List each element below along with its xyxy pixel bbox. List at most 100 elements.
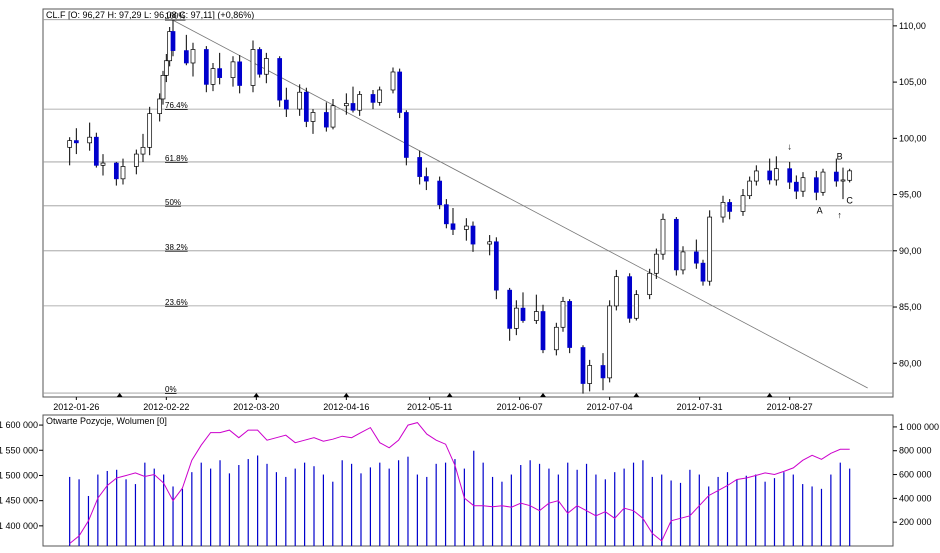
candle-up bbox=[330, 105, 336, 128]
candle-up bbox=[487, 241, 493, 245]
instrument-header: CL.F [O: 96,27 H: 97,29 L: 96,08 C: 97,1… bbox=[46, 10, 254, 20]
candle-down bbox=[443, 204, 449, 225]
annotation-label: ↑ bbox=[837, 210, 842, 220]
y-tick-label: 110,00 bbox=[899, 21, 926, 31]
left-tick-label: 1 500 000 bbox=[0, 470, 38, 480]
right-tick-label: 1 000 000 bbox=[899, 422, 939, 432]
candle-down bbox=[673, 218, 679, 271]
fib-level-label: 76.4% bbox=[165, 101, 188, 110]
event-marker-icon bbox=[766, 393, 773, 397]
y-tick-label: 90,00 bbox=[899, 246, 922, 256]
candle-down bbox=[323, 112, 329, 128]
candle-up bbox=[720, 202, 726, 218]
candle-up bbox=[613, 276, 619, 307]
x-tick-label: 2012-05-11 bbox=[407, 402, 452, 412]
candle-up bbox=[800, 177, 806, 192]
candle-down bbox=[303, 91, 309, 122]
candle-down bbox=[170, 31, 176, 51]
candle-up bbox=[133, 153, 139, 167]
open-interest-line bbox=[69, 422, 850, 544]
candle-down bbox=[203, 49, 209, 85]
candle-up bbox=[513, 307, 519, 329]
candle-down bbox=[507, 289, 513, 329]
annotation-label: C bbox=[846, 196, 853, 206]
x-tick-label: 2012-04-16 bbox=[323, 402, 369, 412]
volume-panel-title: Otwarte Pozycje, Wolumen [0] bbox=[46, 416, 167, 426]
candle-up bbox=[163, 60, 169, 76]
candle-down bbox=[580, 347, 586, 384]
y-tick-label: 100,00 bbox=[899, 133, 927, 143]
left-tick-label: 1 400 000 bbox=[0, 521, 38, 531]
candle-down bbox=[493, 241, 499, 291]
fib-level-label: 100% bbox=[165, 12, 185, 21]
fib-level-label: 38.2% bbox=[165, 243, 188, 252]
x-tick-label: 2012-07-31 bbox=[677, 402, 723, 412]
annotation-label: A bbox=[817, 206, 823, 216]
candle-down bbox=[470, 225, 476, 245]
candle-down bbox=[217, 68, 223, 78]
y-tick-label: 95,00 bbox=[899, 190, 922, 200]
candle-down bbox=[113, 162, 119, 180]
y-tick-label: 105,00 bbox=[899, 77, 927, 87]
candle-up bbox=[463, 225, 469, 230]
event-marker-icon bbox=[446, 393, 453, 397]
candle-up bbox=[820, 171, 826, 193]
candle-down bbox=[693, 251, 699, 264]
candle-up bbox=[847, 170, 853, 181]
candle-down bbox=[787, 168, 793, 183]
candle-up bbox=[343, 103, 349, 107]
annotation-label: B bbox=[837, 152, 843, 162]
candle-up bbox=[607, 305, 613, 379]
candle-up bbox=[587, 365, 593, 384]
candle-down bbox=[567, 301, 573, 348]
left-tick-label: 1 450 000 bbox=[0, 496, 38, 506]
candle-up bbox=[190, 49, 196, 64]
candle-up bbox=[140, 146, 146, 155]
event-marker-icon bbox=[116, 393, 123, 397]
right-tick-label: 400 000 bbox=[899, 493, 932, 503]
candle-up bbox=[263, 58, 269, 75]
candle-up bbox=[660, 218, 666, 255]
candle-down bbox=[283, 99, 289, 110]
candle-up bbox=[100, 162, 106, 166]
candle-down bbox=[520, 307, 526, 321]
fib-level-label: 0% bbox=[165, 385, 177, 394]
candle-up bbox=[67, 140, 73, 148]
candle-up bbox=[740, 195, 746, 212]
event-marker-icon bbox=[343, 393, 350, 397]
candle-down bbox=[417, 157, 423, 177]
candle-down bbox=[833, 171, 839, 182]
candle-up bbox=[157, 98, 163, 114]
candle-down bbox=[540, 311, 546, 351]
candle-up bbox=[230, 61, 236, 78]
event-marker-icon bbox=[253, 393, 260, 397]
candle-up bbox=[680, 251, 686, 271]
x-tick-label: 2012-01-26 bbox=[53, 402, 99, 412]
candle-down bbox=[183, 50, 189, 64]
candle-up bbox=[120, 166, 126, 180]
trendline bbox=[172, 19, 868, 389]
candle-down bbox=[277, 58, 283, 101]
candle-down bbox=[450, 223, 456, 230]
candle-down bbox=[700, 262, 706, 282]
x-tick-label: 2012-07-04 bbox=[587, 402, 633, 412]
x-tick-label: 2012-02-22 bbox=[143, 402, 189, 412]
candle-up bbox=[533, 311, 539, 321]
candle-up bbox=[310, 112, 316, 122]
candle-down bbox=[793, 181, 799, 192]
event-marker-icon bbox=[540, 393, 546, 397]
candle-down bbox=[437, 180, 443, 206]
x-tick-label: 2012-03-20 bbox=[233, 402, 279, 412]
candle-up bbox=[357, 94, 363, 111]
candle-up bbox=[377, 89, 383, 103]
candle-up bbox=[297, 91, 303, 110]
candle-down bbox=[350, 103, 356, 111]
candle-up bbox=[560, 301, 566, 328]
candle-down bbox=[627, 276, 633, 319]
fib-level-label: 50% bbox=[165, 198, 181, 207]
x-tick-label: 2012-06-07 bbox=[497, 402, 543, 412]
candle-up bbox=[553, 326, 559, 351]
candle-up bbox=[210, 68, 216, 85]
candle-up bbox=[747, 180, 753, 197]
